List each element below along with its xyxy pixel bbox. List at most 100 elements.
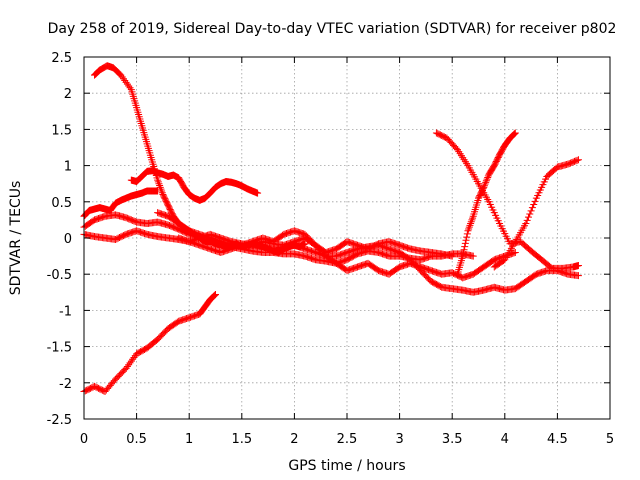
data-point-marker xyxy=(461,243,469,251)
data-point-marker xyxy=(448,252,456,260)
x-tick-label: 3 xyxy=(395,432,403,447)
data-point-marker xyxy=(154,187,162,195)
series-sat-3 xyxy=(80,187,162,220)
data-point-marker xyxy=(464,227,472,235)
grid xyxy=(84,57,610,419)
data-point-marker xyxy=(129,355,137,363)
data-point-marker xyxy=(117,71,125,79)
y-tick-label: 1 xyxy=(64,160,72,175)
data-point-marker xyxy=(122,78,130,86)
data-point-marker xyxy=(574,156,582,164)
data-point-marker xyxy=(158,189,166,197)
data-point-marker xyxy=(156,182,164,190)
x-tick-label: 1.5 xyxy=(231,432,252,447)
data-point-marker xyxy=(484,174,492,182)
data-point-marker xyxy=(156,183,164,191)
x-tick-label: 2.5 xyxy=(337,432,358,447)
data-point-marker xyxy=(574,272,582,280)
data-point-marker xyxy=(459,252,467,260)
data-point-marker xyxy=(467,218,475,226)
data-point-marker xyxy=(482,177,490,185)
data-point-marker xyxy=(122,364,130,372)
x-tick-label: 1 xyxy=(185,432,193,447)
data-point-marker xyxy=(573,156,581,164)
data-point-marker xyxy=(526,210,534,218)
y-tick-label: 0.5 xyxy=(51,196,72,211)
data-point-marker xyxy=(469,252,477,260)
data-point-marker xyxy=(469,214,477,222)
data-point-marker xyxy=(522,220,530,228)
axis-ticks xyxy=(83,56,611,420)
data-point-marker xyxy=(480,182,488,190)
data-point-marker xyxy=(254,189,262,197)
series-sat-11 xyxy=(490,156,582,271)
y-tick-label: -0.5 xyxy=(47,268,72,283)
series-sat-7 xyxy=(175,227,456,260)
data-point-marker xyxy=(126,84,134,92)
data-point-marker xyxy=(523,216,531,224)
data-point-marker xyxy=(483,175,491,183)
x-tick-label: 0.5 xyxy=(126,432,147,447)
y-tick-labels: 2.5 2 1.5 1 0.5 0 -0.5 -1 -1.5 -2 -2.5 xyxy=(47,51,72,428)
data-point-marker xyxy=(461,239,469,247)
data-point-marker xyxy=(211,291,219,299)
y-tick-label: 2 xyxy=(64,87,72,102)
data-point-marker xyxy=(121,77,129,85)
data-point-marker xyxy=(527,207,535,215)
y-tick-label: 2.5 xyxy=(51,51,72,66)
data-point-marker xyxy=(463,230,471,238)
y-tick-label: 0 xyxy=(64,232,72,247)
y-tick-label: -2.5 xyxy=(47,413,72,428)
data-point-marker xyxy=(154,176,162,184)
data-point-marker xyxy=(524,213,532,221)
data-point-marker xyxy=(465,223,473,231)
y-tick-label: -2 xyxy=(59,377,72,392)
data-point-marker xyxy=(468,216,476,224)
data-point-marker xyxy=(465,225,473,233)
x-tick-label: 3.5 xyxy=(442,432,463,447)
y-axis-label: SDTVAR / TECUs xyxy=(8,181,24,296)
data-point-marker xyxy=(127,357,135,365)
series-line xyxy=(94,65,306,254)
data-point-marker xyxy=(467,220,475,228)
data-point-marker xyxy=(511,129,519,137)
data-point-marker xyxy=(511,130,519,138)
data-point-marker xyxy=(118,73,126,81)
data-point-marker xyxy=(125,82,133,90)
data-point-marker xyxy=(463,233,471,241)
data-point-marker xyxy=(482,178,490,186)
data-point-marker xyxy=(154,178,162,186)
data-point-marker xyxy=(212,290,219,298)
data-point-marker xyxy=(479,185,487,193)
series-sat-10 xyxy=(453,129,519,278)
x-tick-label: 4 xyxy=(501,432,509,447)
x-tick-label: 4.5 xyxy=(547,432,568,447)
data-point-marker xyxy=(528,204,536,212)
data-point-marker xyxy=(510,130,518,138)
data-point-marker xyxy=(462,236,470,244)
data-point-marker xyxy=(574,262,582,270)
data-point-marker xyxy=(119,75,127,83)
series-sat-2 xyxy=(127,167,262,204)
y-tick-label: -1.5 xyxy=(47,341,72,356)
data-point-marker xyxy=(126,359,134,367)
x-tick-label: 5 xyxy=(606,432,614,447)
series-layer xyxy=(80,62,582,395)
data-point-marker xyxy=(123,363,131,371)
data-point-marker xyxy=(466,221,474,229)
y-tick-label: 1.5 xyxy=(51,123,72,138)
data-point-marker xyxy=(511,248,519,256)
data-point-marker xyxy=(481,180,489,188)
data-point-marker xyxy=(155,180,163,188)
data-point-marker xyxy=(123,80,131,88)
chart-title: Day 258 of 2019, Sidereal Day-to-day VTE… xyxy=(48,21,617,37)
series-sat-1 xyxy=(91,62,309,256)
data-point-marker xyxy=(480,183,488,191)
data-point-marker xyxy=(125,361,133,369)
data-point-marker xyxy=(130,353,138,361)
data-point-marker xyxy=(531,197,539,205)
x-tick-label: 2 xyxy=(290,432,298,447)
data-point-marker xyxy=(459,249,467,257)
y-tick-label: -1 xyxy=(59,304,72,319)
data-point-marker xyxy=(460,246,468,254)
